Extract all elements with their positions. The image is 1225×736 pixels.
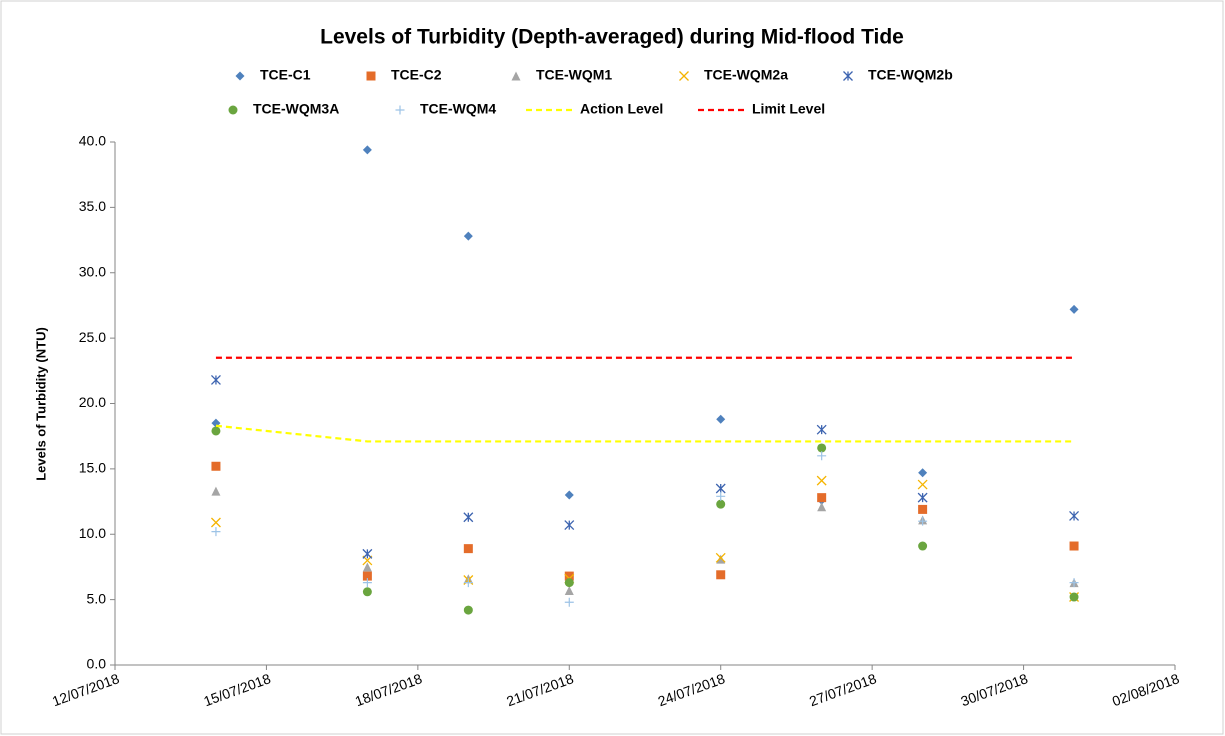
point: [362, 578, 372, 588]
y-tick-label: 20.0: [79, 394, 106, 410]
point: [362, 562, 372, 572]
point: [716, 491, 726, 501]
y-axis-title: Levels of Turbidity (NTU): [33, 327, 48, 481]
point: [564, 571, 574, 581]
point: [917, 492, 928, 503]
legend-swatch: [511, 71, 521, 81]
point: [1069, 592, 1079, 602]
point: [1069, 541, 1079, 551]
point: [564, 490, 574, 500]
y-tick-label: 30.0: [79, 263, 106, 279]
point: [210, 517, 221, 528]
point: [211, 527, 221, 537]
point: [816, 424, 827, 435]
point: [362, 587, 372, 597]
point: [1069, 510, 1080, 521]
point: [362, 571, 372, 581]
legend-swatch: [679, 71, 689, 81]
point: [564, 578, 574, 588]
legend-label: Limit Level: [752, 101, 825, 117]
point: [716, 414, 726, 424]
y-tick-label: 0.0: [87, 656, 107, 672]
legend-label: TCE-WQM1: [536, 67, 612, 83]
legend-swatch: [395, 105, 405, 115]
legend-swatch: [366, 71, 376, 81]
point: [817, 493, 827, 503]
point: [211, 461, 221, 471]
legend-swatch: [235, 71, 245, 81]
legend-label: TCE-WQM2a: [704, 67, 788, 83]
point: [918, 516, 928, 526]
y-tick-label: 10.0: [79, 525, 106, 541]
point: [463, 231, 473, 241]
point: [564, 597, 574, 607]
point: [211, 486, 221, 496]
point: [463, 512, 474, 523]
legend-label: Action Level: [580, 101, 663, 117]
y-tick-label: 15.0: [79, 460, 106, 476]
chart-title: Levels of Turbidity (Depth-averaged) dur…: [320, 26, 904, 49]
point: [564, 585, 574, 595]
point: [715, 483, 726, 494]
legend-label: TCE-C2: [391, 67, 442, 83]
point: [716, 499, 726, 509]
point: [463, 578, 473, 588]
point: [211, 426, 221, 436]
legend-label: TCE-C1: [260, 67, 311, 83]
point: [817, 451, 827, 461]
point: [362, 548, 373, 559]
point: [917, 479, 928, 490]
legend-swatch: [843, 71, 853, 81]
legend-label: TCE-WQM3A: [253, 101, 339, 117]
point: [1069, 304, 1079, 314]
y-tick-label: 25.0: [79, 329, 106, 345]
point: [463, 605, 473, 615]
point: [918, 504, 928, 514]
point: [1069, 578, 1079, 588]
point: [463, 544, 473, 554]
point: [817, 443, 827, 453]
y-tick-label: 35.0: [79, 198, 106, 214]
legend-label: TCE-WQM2b: [868, 67, 953, 83]
point: [715, 552, 726, 563]
point: [362, 145, 372, 155]
point: [716, 570, 726, 580]
legend-label: TCE-WQM4: [420, 101, 496, 117]
point: [817, 502, 827, 512]
reference-line: [215, 424, 1075, 443]
point: [716, 554, 726, 564]
y-tick-label: 5.0: [87, 590, 107, 606]
point: [816, 475, 827, 486]
point: [918, 541, 928, 551]
point: [918, 468, 928, 478]
point: [210, 375, 221, 385]
y-tick-label: 40.0: [79, 133, 106, 149]
legend-swatch: [228, 105, 238, 115]
point: [564, 520, 575, 531]
